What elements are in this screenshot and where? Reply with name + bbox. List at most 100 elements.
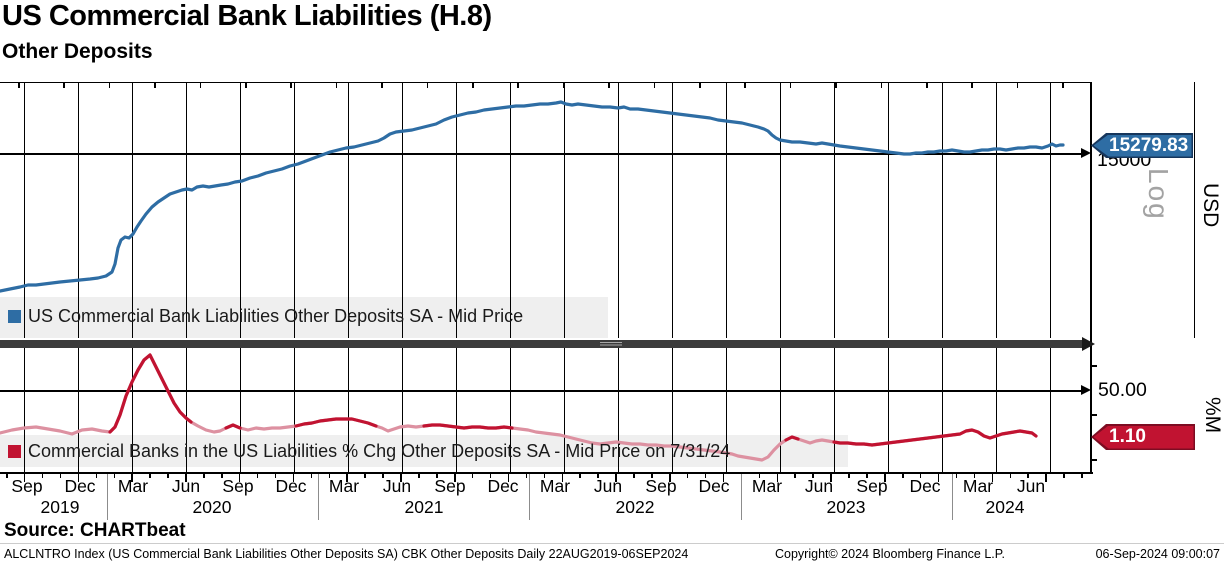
x-axis-tick bbox=[937, 473, 940, 482]
x-axis-tick bbox=[41, 473, 44, 478]
panel-divider[interactable] bbox=[0, 340, 1082, 348]
x-axis-tick bbox=[955, 473, 958, 478]
footer-copyright: Copyright© 2024 Bloomberg Finance L.P. bbox=[775, 547, 1005, 561]
year-separator-line bbox=[107, 474, 108, 520]
top-edge-tick bbox=[835, 82, 837, 88]
legend-bottom-label: Commercial Banks in the US Liabilities %… bbox=[28, 441, 731, 461]
x-axis-tick bbox=[1063, 473, 1065, 478]
x-axis-tick bbox=[436, 473, 438, 478]
right-axis-tick bbox=[1090, 365, 1097, 367]
x-year-label: 2020 bbox=[192, 497, 232, 517]
top-panel-plot[interactable] bbox=[0, 82, 1090, 338]
x-axis-tick bbox=[973, 473, 976, 478]
x-axis-tick bbox=[1009, 473, 1012, 478]
x-axis-line bbox=[0, 472, 1093, 474]
gridline-vertical-top bbox=[672, 82, 673, 338]
top-edge-tick bbox=[154, 82, 156, 88]
x-axis-tick bbox=[722, 473, 725, 482]
right-axis-line bbox=[1090, 82, 1092, 472]
top-edge-tick bbox=[381, 82, 383, 88]
x-axis-tick bbox=[382, 473, 384, 478]
gridline-vertical-top bbox=[294, 82, 295, 338]
last-price-tag[interactable]: 15279.83 bbox=[1091, 133, 1193, 158]
pct-change-line-series-dark bbox=[108, 353, 1038, 447]
gridline-vertical-top bbox=[456, 82, 457, 338]
top-edge-tick bbox=[290, 82, 292, 88]
gridline-vertical-bottom bbox=[564, 348, 565, 472]
footer-divider bbox=[0, 543, 1224, 544]
x-axis-tick bbox=[274, 473, 277, 478]
x-axis-tick bbox=[471, 473, 474, 478]
x-axis-tick bbox=[113, 473, 116, 478]
x-month-label: Mar bbox=[962, 476, 994, 496]
year-separator-line bbox=[741, 474, 742, 520]
y-axis-label-usd: USD bbox=[1199, 183, 1222, 228]
gridline-vertical-top bbox=[186, 82, 187, 338]
last-price-value: 15279.83 bbox=[1109, 134, 1189, 156]
gridline-vertical-top bbox=[888, 82, 889, 338]
x-axis-tick bbox=[704, 473, 707, 478]
right-axis-tick bbox=[1090, 459, 1097, 461]
legend-swatch-blue-icon bbox=[8, 310, 21, 323]
right-axis-tick bbox=[1090, 414, 1097, 416]
x-month-label: Jun bbox=[1016, 476, 1046, 496]
top-edge-tick bbox=[1062, 82, 1064, 88]
top-edge-tick bbox=[653, 82, 656, 88]
gridline-vertical-bottom bbox=[618, 348, 619, 472]
x-axis-tick bbox=[561, 473, 564, 482]
gridline-vertical-top bbox=[834, 82, 835, 338]
gridline-vertical-top bbox=[618, 82, 619, 338]
gridline-vertical-bottom bbox=[780, 348, 781, 472]
x-month-label: Sep bbox=[434, 476, 466, 496]
x-month-label: Dec bbox=[275, 476, 307, 496]
x-axis-tick bbox=[131, 473, 133, 482]
gridline-vertical-top bbox=[348, 82, 349, 338]
x-axis-tick bbox=[149, 473, 151, 478]
bottom-panel-plot[interactable] bbox=[0, 348, 1090, 472]
gridline-vertical-bottom bbox=[510, 348, 511, 472]
page-subtitle: Other Deposits bbox=[2, 40, 153, 63]
x-axis-tick bbox=[812, 473, 814, 478]
x-axis-tick bbox=[185, 473, 187, 482]
legend-top-label: US Commercial Bank Liabilities Other Dep… bbox=[28, 306, 524, 326]
gridline-vertical-bottom bbox=[726, 348, 727, 472]
x-axis-tick bbox=[221, 473, 223, 478]
x-axis-tick bbox=[364, 473, 366, 478]
last-pct-tag[interactable]: 1.10 bbox=[1091, 424, 1195, 450]
gridline-vertical-bottom bbox=[240, 348, 241, 472]
last-pct-tag-fill bbox=[1093, 425, 1194, 449]
x-month-label: Dec bbox=[64, 476, 96, 496]
x-month-label: Mar bbox=[751, 476, 783, 496]
x-month-label: Sep bbox=[11, 476, 43, 496]
x-month-label: Jun bbox=[804, 476, 834, 496]
top-edge-tick bbox=[472, 82, 474, 88]
x-year-label: 2024 bbox=[985, 497, 1025, 517]
x-axis-tick bbox=[848, 473, 850, 478]
gridline-15000-arrow-icon bbox=[1081, 148, 1091, 158]
top-edge-tick bbox=[562, 82, 565, 88]
x-axis-tick bbox=[1027, 473, 1029, 478]
top-edge-tick bbox=[245, 82, 247, 88]
log-scale-label[interactable]: Log bbox=[1143, 168, 1174, 221]
gridline-vertical-bottom bbox=[348, 348, 349, 472]
gridline-vertical-bottom bbox=[456, 348, 457, 472]
x-axis-tick bbox=[669, 473, 671, 482]
legend-bottom[interactable]: Commercial Banks in the US Liabilities %… bbox=[8, 441, 730, 462]
x-month-label: Sep bbox=[645, 476, 677, 496]
legend-swatch-red-icon bbox=[8, 445, 21, 458]
panel-divider-handle-icon[interactable] bbox=[600, 341, 622, 347]
gridline-vertical-top bbox=[132, 82, 133, 338]
legend-top[interactable]: US Commercial Bank Liabilities Other Dep… bbox=[8, 306, 523, 327]
gridline-vertical-top bbox=[24, 82, 25, 338]
x-axis-tick bbox=[59, 473, 62, 478]
year-separator-line bbox=[529, 474, 530, 520]
top-edge-tick bbox=[335, 82, 338, 88]
x-axis-tick bbox=[615, 473, 617, 482]
x-axis-tick bbox=[328, 473, 331, 478]
gridline-vertical-bottom bbox=[24, 348, 25, 472]
x-year-label: 2023 bbox=[826, 497, 866, 517]
footer-timestamp: 06-Sep-2024 09:00:07 bbox=[1095, 547, 1220, 561]
x-axis-tick bbox=[77, 473, 80, 482]
